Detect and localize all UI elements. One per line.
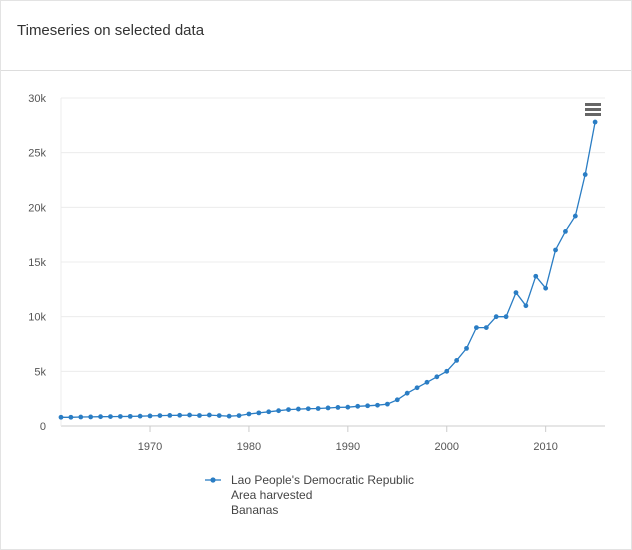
data-point[interactable]	[256, 410, 262, 416]
data-point[interactable]	[444, 368, 450, 374]
data-point[interactable]	[345, 404, 351, 410]
data-point[interactable]	[582, 172, 588, 177]
x-tick-label: 1970	[138, 441, 162, 453]
legend-label-line[interactable]: Bananas	[231, 503, 278, 517]
data-point[interactable]	[206, 412, 212, 418]
legend-label-line[interactable]: Lao People's Democratic Republic	[231, 473, 414, 487]
data-point[interactable]	[295, 406, 301, 412]
y-tick-label: 20k	[28, 202, 46, 214]
x-tick-label: 2000	[435, 441, 459, 453]
data-point[interactable]	[414, 385, 420, 391]
y-tick-label: 15k	[28, 257, 46, 269]
data-point[interactable]	[523, 303, 529, 309]
data-point[interactable]	[88, 414, 94, 420]
data-point[interactable]	[454, 358, 460, 363]
data-point[interactable]	[98, 414, 103, 420]
x-tick-label: 1980	[237, 441, 261, 453]
data-point[interactable]	[592, 119, 598, 125]
x-tick-label: 1990	[336, 441, 360, 453]
data-point[interactable]	[365, 403, 371, 409]
data-point[interactable]	[68, 414, 74, 420]
data-point[interactable]	[157, 413, 163, 419]
data-point[interactable]	[483, 325, 489, 330]
data-point[interactable]	[305, 406, 311, 412]
y-tick-label: 10k	[28, 312, 46, 324]
data-point[interactable]	[177, 412, 183, 418]
panel-title: Timeseries on selected data	[17, 22, 205, 39]
legend-point-symbol[interactable]	[210, 477, 216, 483]
data-point[interactable]	[216, 413, 222, 419]
data-point[interactable]	[266, 409, 272, 415]
data-point[interactable]	[434, 374, 440, 380]
data-point[interactable]	[513, 290, 519, 296]
chart-area: 0 5k 10k 15k 20k 25k 30k 1970 1980 1990 2000 2010 La…	[1, 71, 631, 549]
data-point[interactable]	[276, 408, 281, 414]
legend-label-line[interactable]: Area harvested	[231, 488, 312, 502]
data-point[interactable]	[127, 413, 133, 419]
y-tick-label: 25k	[28, 148, 46, 160]
y-tick-label: 0	[40, 421, 46, 433]
data-point[interactable]	[197, 413, 202, 418]
data-point[interactable]	[315, 406, 321, 411]
data-point[interactable]	[424, 379, 430, 385]
data-point[interactable]	[147, 413, 153, 419]
data-point[interactable]	[404, 390, 410, 396]
data-point[interactable]	[474, 325, 479, 330]
data-point[interactable]	[286, 407, 291, 412]
data-point[interactable]	[246, 411, 252, 417]
data-point[interactable]	[108, 414, 113, 419]
data-point[interactable]	[226, 413, 232, 419]
data-point[interactable]	[355, 403, 361, 409]
data-point[interactable]	[187, 412, 192, 418]
hamburger-menu-icon-bar[interactable]	[585, 103, 601, 106]
data-point[interactable]	[394, 397, 400, 403]
data-point[interactable]	[533, 273, 539, 279]
data-point[interactable]	[335, 405, 341, 410]
data-point[interactable]	[543, 285, 549, 291]
data-point[interactable]	[58, 414, 64, 420]
data-point[interactable]	[375, 402, 380, 408]
data-point[interactable]	[117, 414, 123, 419]
series-line	[61, 121, 596, 418]
data-point[interactable]	[553, 247, 558, 253]
panel-header: Timeseries on selected data	[1, 1, 631, 71]
data-point[interactable]	[572, 213, 578, 219]
data-point[interactable]	[236, 413, 242, 419]
data-point[interactable]	[325, 405, 331, 411]
data-point[interactable]	[137, 413, 143, 419]
x-tick-label: 2010	[533, 441, 557, 453]
data-point[interactable]	[493, 314, 499, 320]
data-point[interactable]	[385, 401, 390, 407]
y-tick-label: 5k	[34, 366, 46, 378]
y-tick-label: 30k	[28, 93, 46, 105]
data-point[interactable]	[464, 345, 469, 351]
hamburger-menu-icon-bar[interactable]	[585, 108, 601, 111]
data-point[interactable]	[563, 228, 568, 234]
hamburger-menu-icon-bar[interactable]	[585, 113, 601, 116]
data-point[interactable]	[78, 414, 84, 420]
timeseries-chart: 0 5k 10k 15k 20k 25k 30k 1970 1980 1990 2000 2010 La…	[28, 93, 605, 517]
data-point[interactable]	[503, 314, 509, 320]
data-point[interactable]	[167, 412, 173, 418]
